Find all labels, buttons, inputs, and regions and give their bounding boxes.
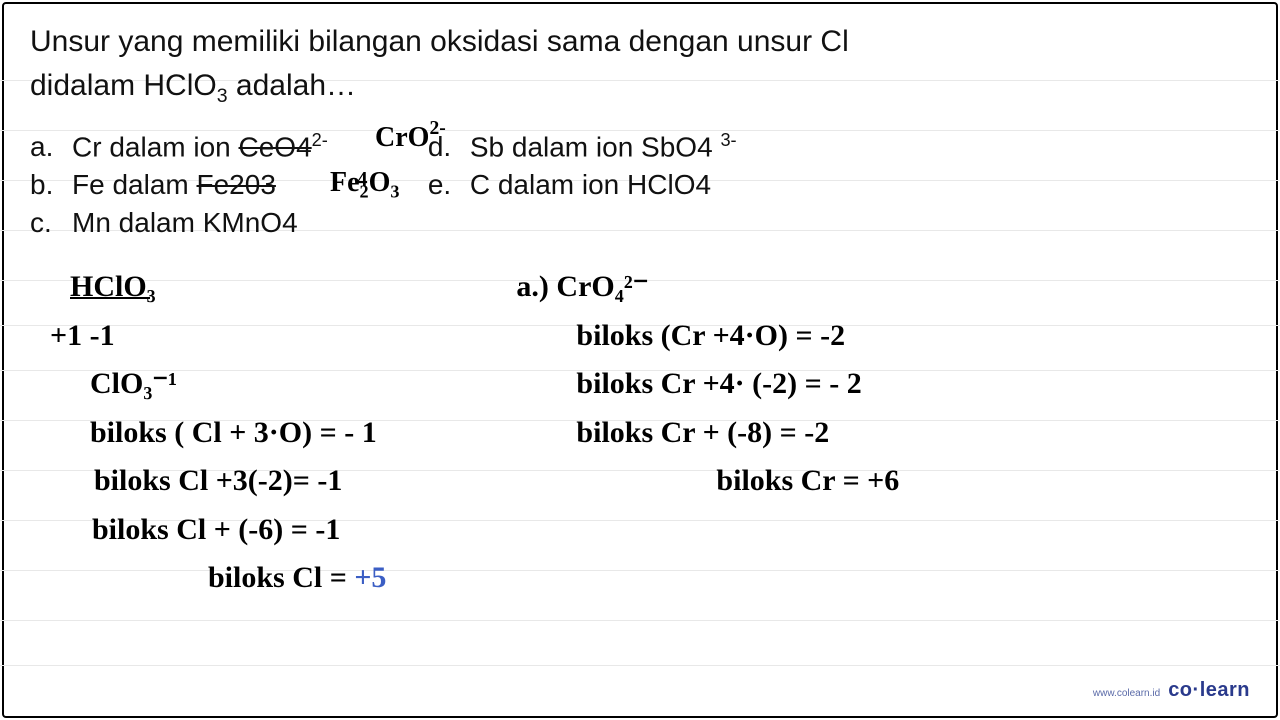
work-l1: HClO₃ [70, 264, 386, 311]
work-r4: biloks Cr + (-8) = -2 [576, 410, 899, 457]
question-line2-prefix: didalam HClO [30, 69, 217, 102]
option-d-body: Sb dalam ion SbO4 3- [470, 130, 737, 163]
work-l6: biloks Cl + (-6) = -1 [92, 507, 386, 554]
option-b-corr-fe: Fe [330, 167, 360, 198]
option-e-label: e. [428, 169, 452, 201]
branding-logo: co·learn [1168, 679, 1250, 702]
option-a-strike: CeO4 [239, 131, 312, 162]
option-b-body: Fe dalam Fe203 [72, 169, 276, 201]
option-e-text: C dalam ion HClO4 [470, 169, 711, 201]
option-d: d. Sb dalam ion SbO4 3- [428, 130, 737, 163]
work-l7-prefix: biloks Cl = [208, 561, 354, 594]
question-text: Unsur yang memiliki bilangan oksidasi sa… [30, 20, 1250, 110]
option-e: e. C dalam ion HClO4 [428, 169, 737, 201]
option-d-label: d. [428, 131, 452, 163]
work-r3: biloks Cr +4· (-2) = - 2 [576, 361, 899, 408]
option-a-corr-text: CrO [375, 122, 429, 153]
option-a-label: a. [30, 131, 54, 163]
options-col-left: a. Cr dalam ion CeO42- CrO2-4 b. Fe dala… [30, 130, 328, 239]
option-b-strike: Fe203 [197, 169, 276, 200]
options-container: a. Cr dalam ion CeO42- CrO2-4 b. Fe dala… [30, 130, 1250, 239]
question-sub: 3 [217, 85, 228, 107]
option-b: b. Fe dalam Fe203 Fe2O3 [30, 169, 328, 201]
work-l7-blue: +5 [354, 561, 386, 594]
work-l3: ClO₃⁻¹ [90, 361, 386, 408]
option-b-corr-sub1: 2 [360, 182, 369, 202]
question-line1: Unsur yang memiliki bilangan oksidasi sa… [30, 25, 849, 58]
option-c-label: c. [30, 207, 54, 239]
work-l2: +1 -1 [50, 313, 386, 360]
option-b-corr-o: O [369, 167, 391, 198]
option-a-body: Cr dalam ion CeO42- [72, 130, 328, 163]
option-b-correction: Fe2O3 [330, 167, 400, 203]
option-c-text: Mn dalam KMnO4 [72, 207, 298, 239]
work-r2: biloks (Cr +4·O) = -2 [576, 313, 899, 360]
work-l1-text: HClO₃ [70, 270, 156, 303]
option-a-prefix: Cr dalam ion [72, 131, 239, 162]
work-l5: biloks Cl +3(-2)= -1 [94, 458, 386, 505]
option-b-label: b. [30, 169, 54, 201]
content-area: Unsur yang memiliki bilangan oksidasi sa… [30, 20, 1250, 700]
option-a: a. Cr dalam ion CeO42- CrO2-4 [30, 130, 328, 163]
branding: www.colearn.id co·learn [1093, 679, 1250, 702]
option-b-prefix: Fe dalam [72, 169, 197, 200]
work-r5: biloks Cr = +6 [716, 458, 899, 505]
question-line2-suffix: adalah… [228, 69, 356, 102]
option-d-prefix: Sb dalam ion SbO4 [470, 131, 721, 162]
work-area: HClO₃ +1 -1 ClO₃⁻¹ biloks ( Cl + 3·O) = … [30, 264, 1250, 602]
branding-url: www.colearn.id [1093, 688, 1160, 699]
work-col-left: HClO₃ +1 -1 ClO₃⁻¹ biloks ( Cl + 3·O) = … [30, 264, 386, 602]
option-d-sup: 3- [720, 130, 736, 150]
work-r1: a.) CrO₄²⁻ [516, 264, 899, 311]
options-col-right: d. Sb dalam ion SbO4 3- e. C dalam ion H… [428, 130, 737, 239]
work-l4: biloks ( Cl + 3·O) = - 1 [90, 410, 386, 457]
option-a-strike-sup: 2- [312, 130, 328, 150]
work-col-right: a.) CrO₄²⁻ biloks (Cr +4·O) = -2 biloks … [516, 264, 899, 602]
option-b-corr-sub2: 3 [390, 182, 399, 202]
work-l7: biloks Cl = +5 [208, 555, 386, 602]
option-c: c. Mn dalam KMnO4 [30, 207, 328, 239]
